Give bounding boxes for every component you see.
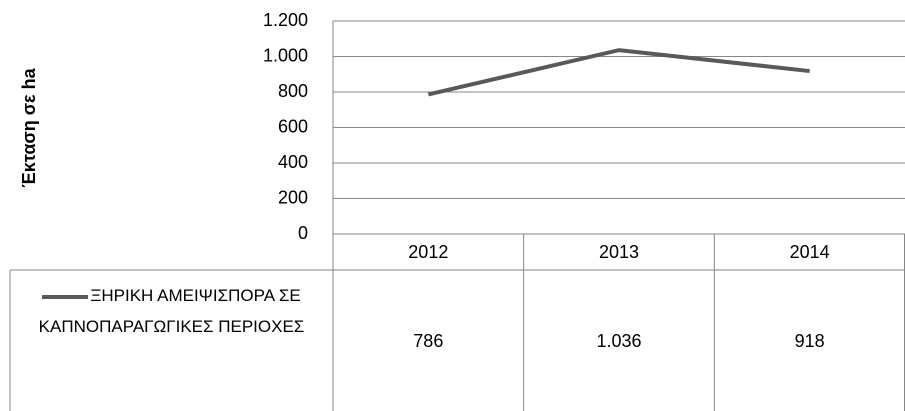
- y-tick-label: 600: [278, 116, 308, 136]
- y-tick-label: 800: [278, 81, 308, 101]
- series-line: [427, 48, 810, 97]
- legend-entry: ΞΗΡΙΚΗ ΑΜΕΙΨΙΣΠΟΡΑ ΣΕ ΚΑΠΝΟΠΑΡΑΓΩΓΙΚΕΣ Π…: [10, 280, 333, 342]
- y-tick-label: 200: [278, 187, 308, 207]
- legend-label: ΞΗΡΙΚΗ ΑΜΕΙΨΙΣΠΟΡΑ ΣΕ ΚΑΠΝΟΠΑΡΑΓΩΓΙΚΕΣ Π…: [38, 286, 305, 336]
- x-tick-label: 2012: [408, 242, 448, 262]
- table-value: 1.036: [596, 331, 641, 351]
- x-tick-label: 2014: [790, 242, 830, 262]
- y-tick-label: 1.200: [263, 10, 308, 30]
- table-value: 786: [413, 331, 443, 351]
- y-tick-label: 400: [278, 152, 308, 172]
- table-value: 918: [795, 331, 825, 351]
- legend-cell: ΞΗΡΙΚΗ ΑΜΕΙΨΙΣΠΟΡΑ ΣΕ ΚΑΠΝΟΠΑΡΑΓΩΓΙΚΕΣ Π…: [10, 280, 333, 342]
- y-tick-label: 1.000: [263, 45, 308, 65]
- y-axis-label: Έκταση σε ha: [19, 67, 39, 187]
- x-tick-label: 2013: [599, 242, 639, 262]
- y-tick-label: 0: [298, 223, 308, 243]
- legend-marker: [42, 294, 89, 299]
